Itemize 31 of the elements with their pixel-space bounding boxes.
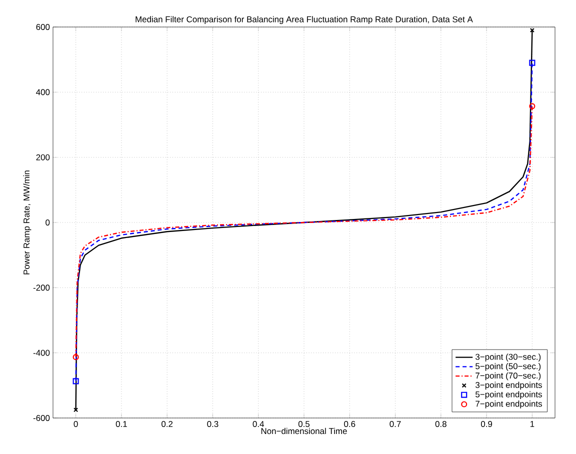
x-tick-label: 0.8 xyxy=(435,421,446,428)
y-tick-label: 400 xyxy=(36,89,50,96)
x-tick-label: 0.4 xyxy=(252,421,264,428)
x-tick-label: 0.3 xyxy=(207,421,218,428)
chart-title: Median Filter Comparison for Balancing Area Fluctuation Ramp Rate Duration, Data Set A xyxy=(136,16,473,24)
legend-label: 7−point endpoints xyxy=(476,400,542,408)
legend-label: 5−point endpoints xyxy=(476,391,542,400)
y-tick-label: 200 xyxy=(36,154,50,160)
y-tick-label: -200 xyxy=(33,284,50,291)
y-axis-title: Power Ramp Rate, MW/min xyxy=(23,170,32,274)
x-tick-label: 0.5 xyxy=(298,421,310,428)
x-tick-label: 0.7 xyxy=(390,421,401,428)
legend-label: 5−point (50−sec.) xyxy=(476,362,541,371)
point xyxy=(72,378,79,384)
x-tick-label: 0.2 xyxy=(162,421,173,428)
legend-label: 7−point (70−sec.) xyxy=(476,372,541,380)
y-tick-label: -600 xyxy=(33,415,50,421)
x-tick-label: 0 xyxy=(74,421,78,428)
legend-label: 3−point endpoints xyxy=(476,382,542,390)
y-tick-label: -400 xyxy=(33,350,50,356)
x-tick-label: 1 xyxy=(530,421,534,427)
x-tick-label: 0.9 xyxy=(480,421,492,428)
legend-label: 3−point (30−sec.) xyxy=(476,354,541,362)
x-tick-label: 0.6 xyxy=(344,421,356,428)
point xyxy=(529,60,536,66)
point xyxy=(72,354,79,360)
x-tick-label: 0.1 xyxy=(116,421,127,428)
x-axis-title: Non−dimensional Time xyxy=(261,428,347,434)
y-tick-label: 600 xyxy=(36,24,50,30)
point xyxy=(529,103,536,110)
y-tick-label: 0 xyxy=(46,220,50,226)
